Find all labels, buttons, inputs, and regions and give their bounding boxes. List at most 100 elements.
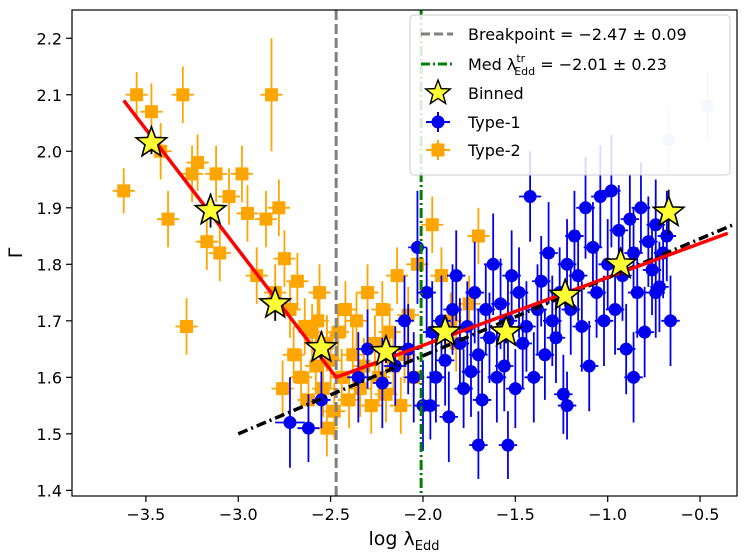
- binned-star: [651, 189, 687, 235]
- x-tick-label: −1.0: [588, 505, 627, 524]
- type-1-point: [446, 230, 466, 321]
- type-2-point: [286, 253, 309, 310]
- binned-star: [603, 246, 639, 280]
- red-fit-line: [122, 99, 729, 380]
- legend-box: [409, 14, 731, 176]
- x-tick-label: −3.0: [219, 505, 258, 524]
- legend-breakpoint-label: Breakpoint = −2.47 ± 0.09: [468, 25, 687, 44]
- type-2-point: [175, 298, 198, 355]
- x-tick-label: −0.5: [681, 505, 720, 524]
- type-1-point: [275, 377, 305, 468]
- type-1-point: [587, 247, 606, 338]
- y-tick-label: 1.4: [37, 481, 62, 500]
- type-1-point: [439, 371, 459, 463]
- type-2-point: [236, 185, 259, 242]
- type-1-point: [454, 349, 473, 429]
- x-axis-ticks: −3.5 −3.0 −2.5 −2.0 −1.5 −1.0 −0.5: [126, 496, 719, 524]
- type-2-point: [345, 292, 368, 350]
- type-1-point: [524, 332, 544, 423]
- legend: Breakpoint = −2.47 ± 0.09 Med λtr Edd = −…: [409, 14, 731, 176]
- x-tick-label: −2.5: [311, 505, 350, 524]
- type-1-point: [568, 230, 588, 321]
- y-axis-ticks: 1.4 1.5 1.6 1.7 1.8 1.9 2.0 2.1 2.2: [37, 29, 72, 500]
- legend-binned-marker: [423, 78, 453, 106]
- type-1-point: [635, 286, 654, 378]
- legend-type1-label: Type-1: [467, 113, 521, 132]
- type-1-point: [480, 292, 499, 383]
- type-1-point: [661, 275, 680, 367]
- y-tick-label: 2.1: [37, 86, 62, 105]
- black-fit-line: [237, 223, 734, 436]
- type-2-point: [421, 196, 444, 253]
- type-1-point: [498, 411, 518, 480]
- type-1-point: [605, 264, 625, 355]
- binned-star: [134, 124, 169, 158]
- type-2-point: [205, 145, 228, 203]
- type-2-point: [338, 371, 361, 429]
- binned-star: [488, 313, 524, 347]
- type-1-point: [483, 213, 503, 316]
- type-2-point: [112, 168, 135, 214]
- type-1-point: [646, 247, 665, 338]
- type-1-point: [557, 371, 577, 440]
- x-tick-label: −2.0: [404, 505, 443, 524]
- binned-star: [193, 192, 228, 228]
- type-2-point: [301, 303, 324, 361]
- x-tick-label: −1.5: [496, 505, 535, 524]
- type-2-point: [341, 326, 364, 383]
- y-tick-label: 2.0: [37, 142, 62, 161]
- y-tick-label: 1.7: [37, 312, 62, 331]
- type-2-point: [125, 72, 148, 118]
- type-1-point: [616, 303, 636, 395]
- binned-star: [303, 329, 339, 363]
- type-1-point: [472, 354, 492, 446]
- type-2-point: [334, 281, 357, 338]
- type-2-point: [217, 168, 241, 225]
- type-2-point: [230, 145, 254, 203]
- type-2-point: [267, 179, 290, 237]
- type-2-point: [186, 134, 209, 191]
- type-1-point: [421, 371, 440, 440]
- y-tick-label: 1.6: [37, 368, 62, 387]
- legend-binned-label: Binned: [468, 84, 524, 103]
- type-2-point: [273, 230, 296, 287]
- type-1-point: [539, 202, 558, 304]
- type-1-point: [509, 247, 529, 338]
- type-1-point: [572, 281, 592, 372]
- fit-lines: [122, 99, 734, 436]
- binned-points: [134, 124, 687, 367]
- binned-star: [257, 285, 293, 321]
- type-1-point: [487, 332, 507, 423]
- type-1-point: [628, 247, 647, 338]
- legend-type2-label: Type-2: [467, 141, 521, 160]
- type-1-point: [579, 320, 599, 412]
- type-1-point: [624, 332, 643, 423]
- type-2-point: [254, 190, 278, 248]
- type-1-point: [469, 411, 488, 480]
- y-tick-label: 1.9: [37, 199, 62, 218]
- y-axis-label: Γ: [5, 247, 27, 258]
- y-tick-label: 2.2: [37, 29, 62, 48]
- type-1-point: [594, 275, 614, 367]
- type-2-point: [260, 38, 283, 152]
- legend-median-label: Med λtr Edd = −2.01 ± 0.23: [468, 52, 667, 78]
- y-tick-label: 1.8: [37, 255, 62, 274]
- axes-frame: [71, 9, 738, 497]
- type-1-point: [506, 349, 525, 429]
- type-2-point: [389, 377, 412, 434]
- x-axis-label: log λEdd: [369, 528, 440, 554]
- type-2-point: [180, 145, 204, 203]
- type-2-point: [467, 207, 490, 265]
- type-1-point: [631, 162, 651, 253]
- plot-area: [112, 10, 734, 496]
- type-1-point: [531, 236, 551, 327]
- type-2-point: [195, 213, 218, 270]
- binned-star: [368, 333, 404, 367]
- type-2-point: [156, 190, 180, 248]
- x-tick-label: −3.5: [126, 505, 165, 524]
- y-tick-label: 1.5: [37, 425, 62, 444]
- type-2-point: [360, 377, 383, 434]
- type-2-point: [308, 264, 331, 321]
- type-1-point: [461, 326, 481, 417]
